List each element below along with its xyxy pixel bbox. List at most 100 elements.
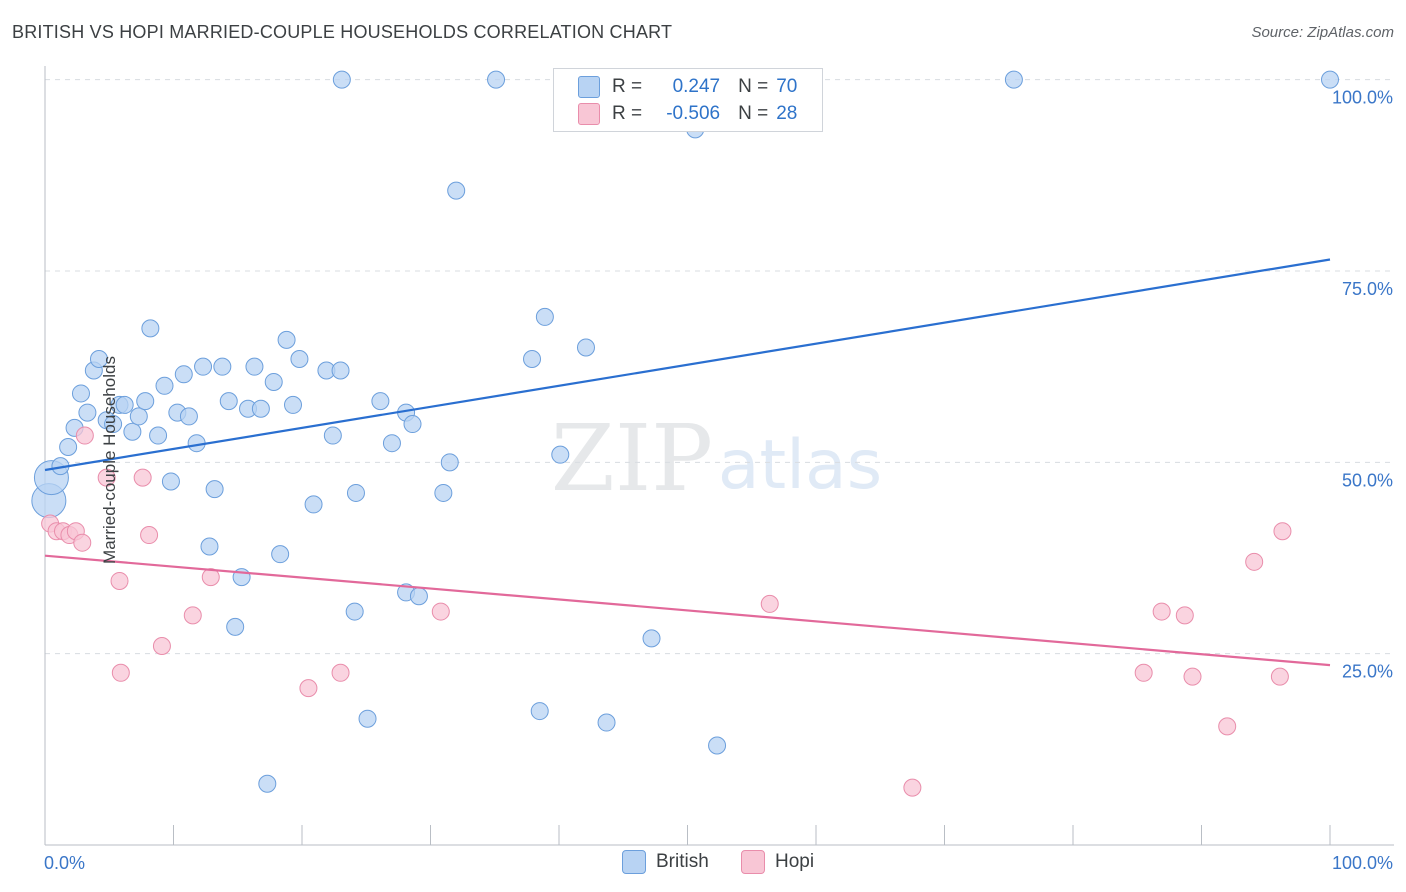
british-point	[205, 480, 224, 499]
source-note: Source: ZipAtlas.com	[1251, 24, 1394, 41]
hopi-swatch-icon	[578, 103, 600, 125]
british-r-label: R =	[612, 76, 643, 97]
y-axis-label: Married-couple Households	[99, 356, 119, 564]
watermark-zip: ZIP	[551, 405, 713, 512]
british-point	[149, 426, 168, 445]
british-point	[284, 395, 303, 414]
grid-lines	[45, 79, 1394, 655]
hopi-point	[299, 679, 318, 698]
british-point	[251, 399, 270, 418]
british-point	[271, 545, 290, 564]
chart-title: BRITISH VS HOPI MARRIED-COUPLE HOUSEHOLD…	[12, 22, 673, 42]
british-point	[1321, 70, 1339, 89]
british-point	[115, 395, 134, 414]
british-point	[59, 438, 78, 457]
hopi-point	[1218, 717, 1237, 736]
british-point	[277, 330, 296, 349]
y-tick-label: 100.0%	[1332, 88, 1393, 108]
british-point	[245, 357, 264, 376]
british-point	[358, 709, 377, 728]
british-swatch-icon	[578, 76, 600, 98]
legend-label-british: British	[656, 851, 709, 872]
hopi-r-value: -0.506	[666, 103, 721, 124]
british-point	[403, 415, 422, 434]
british-point	[179, 407, 198, 426]
british-legend-icon	[622, 850, 646, 874]
british-point	[332, 70, 351, 89]
hopi-point	[183, 606, 202, 625]
british-point	[1004, 70, 1023, 89]
british-point	[576, 338, 595, 357]
british-point	[161, 472, 180, 491]
british-point	[440, 453, 459, 472]
british-point	[226, 617, 245, 636]
watermark-atlas: atlas	[718, 426, 882, 505]
british-n-value: 70	[776, 76, 798, 97]
british-point	[264, 372, 283, 391]
legend-row-british: R = 0.247 N = 70	[578, 74, 797, 100]
hopi-point	[133, 468, 152, 487]
hopi-n-label: N =	[738, 103, 769, 124]
hopi-point	[1183, 667, 1202, 686]
hopi-point	[73, 533, 92, 552]
british-point	[258, 774, 277, 793]
hopi-point	[1134, 663, 1153, 682]
correlation-legend: R = 0.247 N = 70 R = -0.506 N = 28	[553, 68, 823, 132]
trend-lines	[44, 258, 1331, 667]
legend-row-hopi: R = -0.506 N = 28	[578, 101, 797, 127]
hopi-point	[1245, 552, 1264, 571]
hopi-point	[152, 637, 171, 656]
hopi-point	[140, 526, 159, 545]
hopi-point	[760, 594, 779, 613]
british-point	[345, 602, 364, 621]
hopi-point	[97, 468, 116, 487]
british-point	[346, 483, 365, 502]
legend-label-hopi: Hopi	[775, 851, 815, 872]
hopi-point	[903, 778, 922, 797]
y-tick-label: 25.0%	[1342, 662, 1393, 682]
legend-item-hopi[interactable]: Hopi	[741, 850, 814, 874]
british-point	[409, 587, 428, 606]
british-point	[304, 495, 323, 514]
british-point	[141, 319, 160, 338]
british-point	[129, 407, 148, 426]
hopi-point	[431, 602, 450, 621]
y-tick-label: 75.0%	[1342, 279, 1393, 299]
british-point	[382, 434, 401, 453]
hopi-trend-line	[44, 554, 1331, 667]
series-legend: British Hopi	[0, 850, 1406, 878]
british-point	[290, 350, 309, 369]
british-point	[551, 445, 570, 464]
tick-labels: 25.0% 50.0% 75.0% 100.0% 0.0% 100.0%	[44, 88, 1393, 873]
british-point	[523, 350, 542, 369]
british-point	[89, 350, 108, 369]
british-point	[174, 365, 193, 384]
british-point	[219, 392, 238, 411]
british-point	[123, 422, 142, 441]
british-point	[331, 361, 350, 380]
british-point	[535, 307, 554, 326]
hopi-point	[110, 571, 129, 590]
hopi-point	[111, 663, 130, 682]
hopi-point	[1175, 606, 1194, 625]
legend-item-british[interactable]: British	[622, 850, 709, 874]
british-point	[447, 181, 466, 200]
british-point	[323, 426, 342, 445]
data-points	[31, 70, 1339, 797]
british-point	[530, 702, 549, 721]
british-point	[642, 629, 661, 648]
british-point	[434, 483, 453, 502]
y-tick-label: 50.0%	[1342, 470, 1393, 490]
british-n-label: N =	[738, 76, 769, 97]
hopi-point	[1270, 667, 1289, 686]
hopi-point	[201, 568, 220, 587]
british-point	[371, 392, 390, 411]
british-point	[487, 70, 506, 89]
hopi-legend-icon	[741, 850, 765, 874]
hopi-point	[331, 663, 350, 682]
hopi-point	[75, 426, 94, 445]
hopi-r-label: R =	[612, 103, 643, 124]
british-point	[213, 357, 232, 376]
british-point	[136, 392, 155, 411]
